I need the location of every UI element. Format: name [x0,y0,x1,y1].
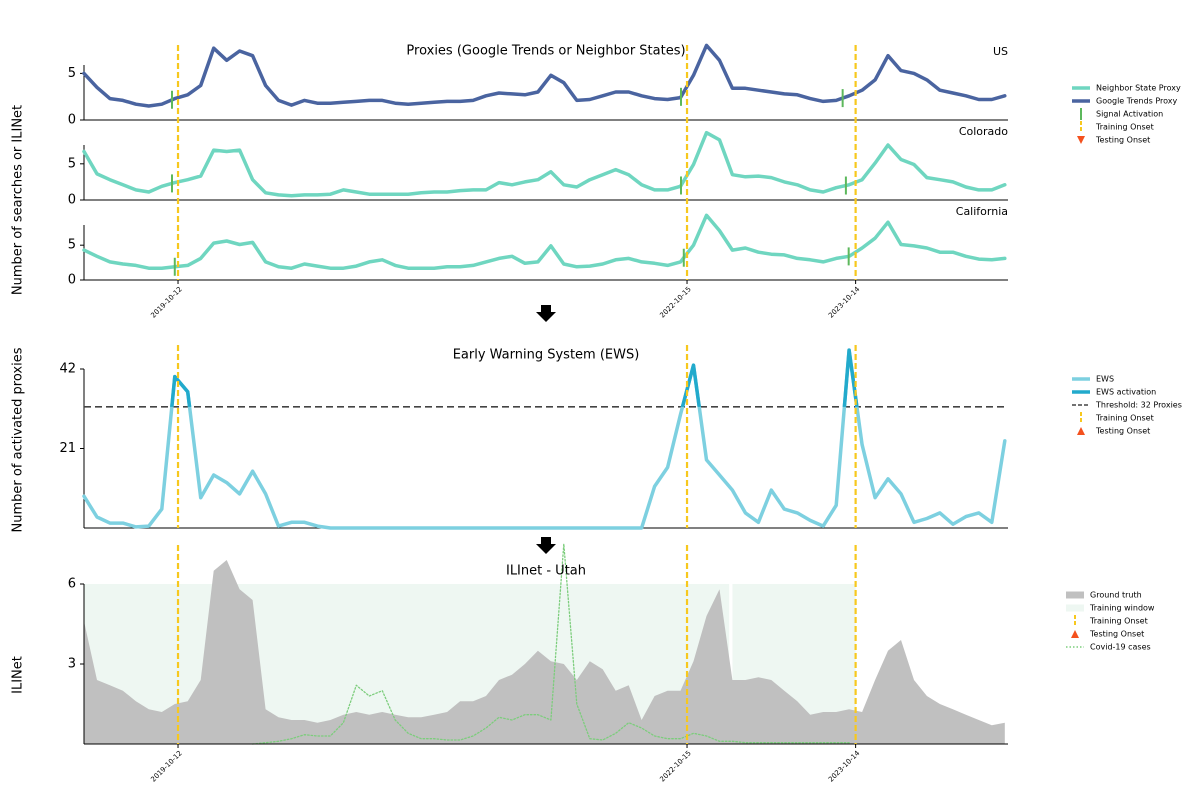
legend-label: Covid-19 cases [1090,643,1151,652]
y-tick-label: 0 [68,113,76,128]
x-tick-label: 2019-10-12 [149,749,183,783]
y-tick-label: 21 [59,441,76,456]
legend-label: Ground truth [1090,591,1142,600]
flow-arrow [536,305,556,322]
legend-label: Testing Onset [1095,136,1150,145]
legend-label: Neighbor State Proxy [1096,84,1181,93]
legend-label: Training Onset [1095,414,1154,423]
legend-swatch [1071,630,1079,638]
ground-truth-area [84,560,1005,744]
y-tick-label: 5 [68,66,76,81]
chart-title: Proxies (Google Trends or Neighbor State… [406,44,685,59]
panel-label: California [956,205,1008,218]
chart-title: ILInet - Utah [506,564,586,579]
y-axis-label: Number of searches or ILINet [11,105,26,295]
legend-swatch [1077,427,1085,435]
panel-label: Colorado [959,125,1008,138]
legend-label: Training Onset [1095,123,1154,132]
legend-label: Training window [1089,604,1155,613]
covid-line [251,543,850,745]
legend-label: Testing Onset [1089,630,1144,639]
flow-arrow [536,537,556,554]
x-tick-label: 2023-10-14 [827,285,862,320]
ews-activation [170,348,859,407]
y-tick-label: 5 [68,238,76,253]
y-tick-label: 5 [68,156,76,171]
y-tick-label: 42 [59,362,76,377]
ews-line [82,348,1007,530]
legend-label: Threshold: 32 Proxies [1095,401,1182,410]
legend-label: Google Trends Proxy [1096,97,1178,106]
proxy-line [82,43,1007,108]
y-axis-label: Number of activated proxies [11,347,26,532]
proxy-line [82,213,1007,270]
proxy-line [82,130,1007,198]
x-tick-label: 2022-10-15 [658,749,692,783]
y-tick-label: 3 [68,657,76,672]
legend-label: Training Onset [1089,617,1148,626]
legend-label: EWS activation [1096,388,1156,397]
chart-title: Early Warning System (EWS) [453,348,640,363]
y-tick-label: 6 [68,577,76,592]
legend-swatch [1077,136,1085,144]
panel-label: US [993,45,1008,58]
legend-swatch [1066,591,1084,599]
y-tick-label: 0 [68,273,76,288]
x-tick-label: 2022-10-15 [658,285,692,319]
y-tick-label: 0 [68,193,76,208]
x-tick-label: 2019-10-12 [149,285,183,319]
x-tick-label: 2023-10-14 [827,749,862,784]
legend-label: EWS [1096,375,1114,384]
legend-swatch [1066,604,1084,612]
legend-label: Testing Onset [1095,427,1150,436]
y-axis-label: ILINet [11,656,26,694]
legend-label: Signal Activation [1096,110,1163,119]
